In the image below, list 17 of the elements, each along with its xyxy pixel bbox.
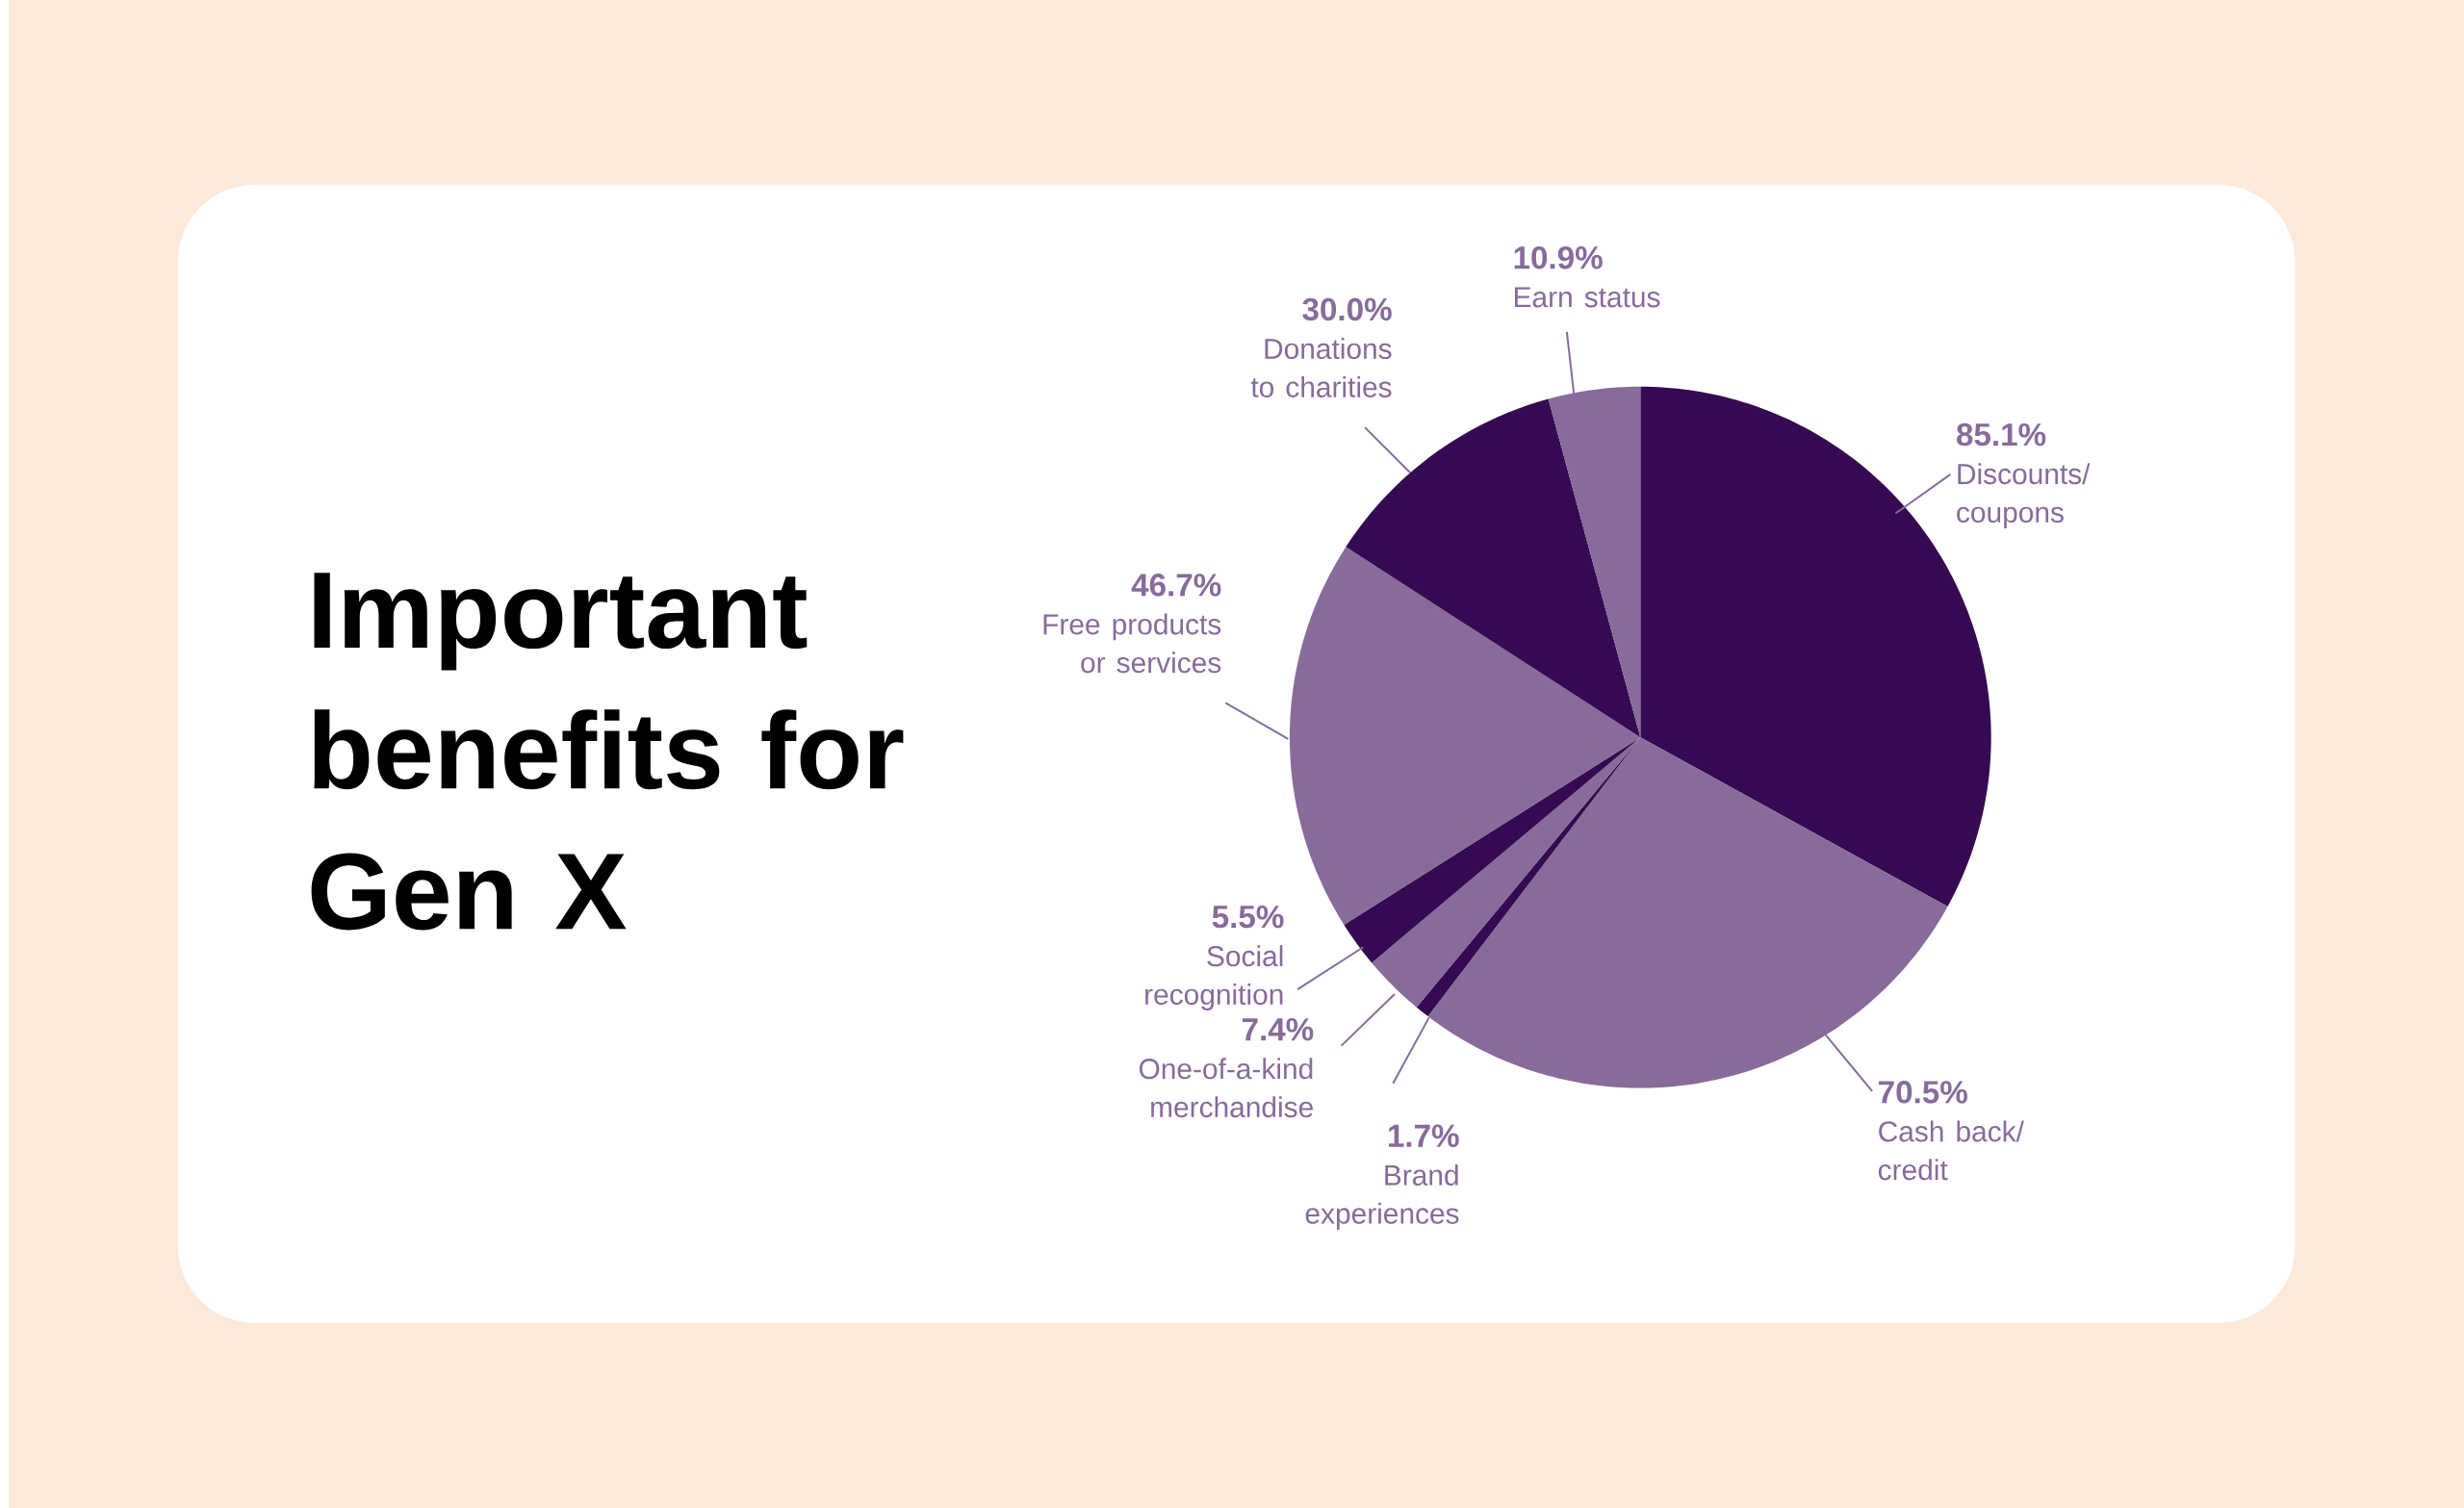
slice-label: Social recognition: [1145, 945, 1283, 1010]
data-label: 1.7%: [1388, 1124, 1459, 1147]
data-label: 46.7%: [1131, 573, 1221, 597]
data-label: 30.0%: [1302, 297, 1392, 321]
slice-label: One-of-a-kind merchandise: [1139, 1058, 1313, 1117]
slice-label: Free products or services: [1043, 613, 1221, 674]
data-label: 70.5%: [1879, 1080, 1967, 1104]
data-label: 7.4%: [1242, 1017, 1314, 1041]
slice-label: Brand experiences: [1305, 1163, 1459, 1230]
data-label: 85.1%: [1957, 422, 2046, 447]
data-label: 5.5%: [1212, 905, 1284, 929]
data-label: 10.9%: [1514, 245, 1603, 269]
slice-label: Donations to charities: [1250, 337, 1392, 397]
slice-label: Discounts/ coupons: [1957, 463, 2091, 528]
slice-label: Cash back/ credit: [1878, 1120, 2024, 1181]
text: Important benefits for Gen X: [311, 573, 904, 931]
slice-label: Earn status: [1514, 287, 1660, 308]
